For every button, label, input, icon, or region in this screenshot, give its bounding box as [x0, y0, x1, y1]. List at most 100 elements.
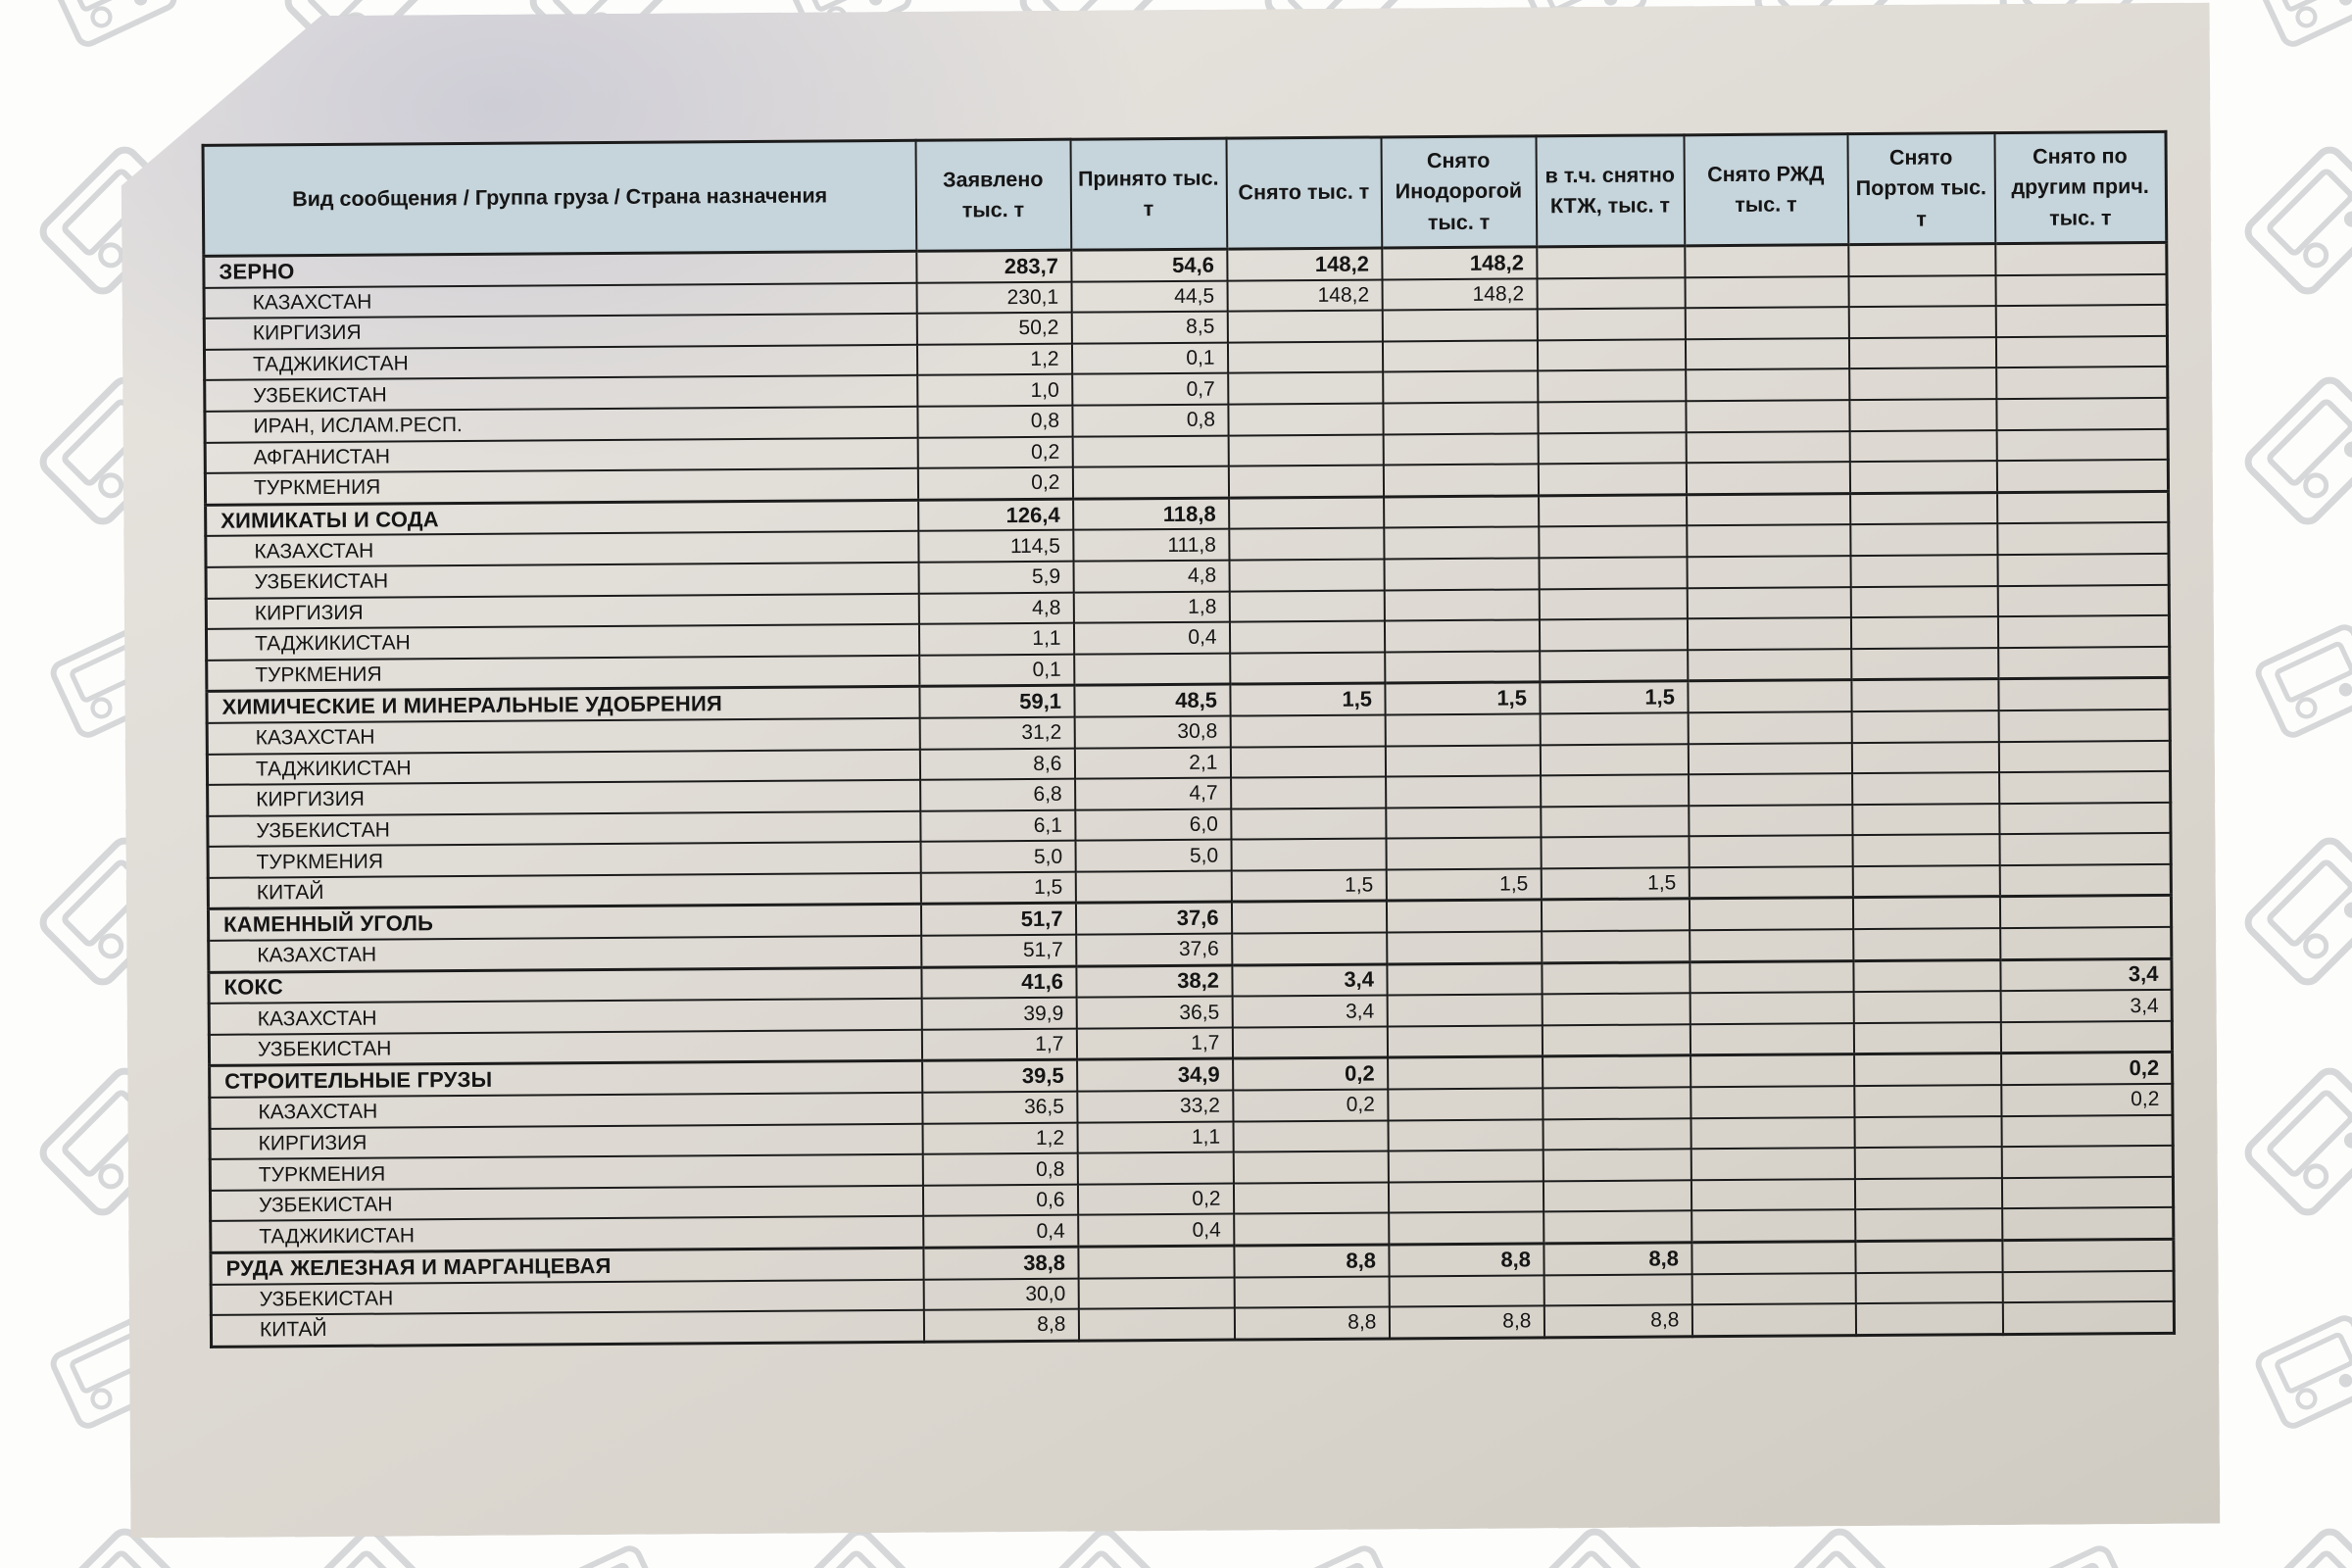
train-car-icon [1271, 1541, 1406, 1568]
value-cell [2002, 1239, 2174, 1271]
value-cell: 6,0 [1075, 808, 1231, 841]
value-cell [1685, 276, 1848, 309]
value-cell [1685, 338, 1848, 370]
value-cell [2001, 1177, 2173, 1209]
value-cell [1382, 310, 1537, 342]
value-cell: 1,2 [922, 1122, 1077, 1154]
cargo-group-label: КАМЕННЫЙ УГОЛЬ [208, 905, 920, 941]
value-cell: 118,8 [1073, 498, 1229, 530]
value-cell [1384, 558, 1539, 590]
country-label: КАЗАХСТАН [206, 531, 918, 567]
value-cell [1995, 242, 2167, 274]
value-cell: 36,5 [1076, 997, 1232, 1029]
cargo-group-label: КОКС [209, 967, 921, 1004]
country-label: КИТАЙ [211, 1310, 923, 1347]
value-cell [1232, 1026, 1387, 1058]
value-cell [1855, 1208, 2002, 1241]
value-cell: 0,8 [922, 1153, 1077, 1186]
value-cell: 8,8 [1234, 1307, 1389, 1340]
value-cell [1230, 746, 1385, 778]
value-cell: 3,4 [2000, 990, 2172, 1022]
value-cell [1688, 743, 1851, 775]
value-cell [1078, 1246, 1234, 1278]
value-cell [1228, 372, 1383, 405]
value-cell: 4,8 [918, 592, 1073, 624]
value-cell [1686, 462, 1849, 494]
value-cell: 34,9 [1077, 1059, 1233, 1092]
value-cell [1541, 837, 1689, 869]
value-cell [1691, 1303, 1855, 1336]
cargo-group-label: ХИМИЧЕСКИЕ И МИНЕРАЛЬНЫЕ УДОБРЕНИЯ [207, 687, 919, 723]
value-cell [1541, 899, 1689, 931]
value-cell [1996, 367, 2168, 399]
value-cell: 1,5 [1385, 682, 1540, 714]
cargo-group-label: РУДА ЖЕЛЕЗНАЯ И МАРГАНЦЕВАЯ [211, 1248, 923, 1284]
value-cell: 126,4 [918, 499, 1073, 531]
value-cell [1542, 961, 1690, 994]
value-cell [2002, 1301, 2174, 1334]
value-cell [1848, 306, 1995, 338]
value-cell [1228, 434, 1383, 466]
value-cell [1540, 650, 1688, 682]
value-cell: 1,2 [916, 343, 1071, 375]
cargo-group-label: СТРОИТЕЛЬНЫЕ ГРУЗЫ [210, 1061, 922, 1098]
value-cell [1851, 742, 1998, 774]
train-car-icon [2237, 830, 2352, 993]
value-cell: 8,6 [919, 748, 1074, 780]
value-cell: 0,4 [923, 1215, 1078, 1248]
value-cell: 1,5 [1231, 869, 1386, 902]
value-cell [2002, 1270, 2174, 1302]
value-cell [1995, 305, 2167, 337]
value-cell: 59,1 [919, 685, 1074, 717]
value-cell [1996, 460, 2168, 492]
value-cell [1072, 466, 1228, 499]
value-cell: 8,8 [1544, 1304, 1691, 1337]
value-cell [1687, 493, 1850, 525]
value-cell [1228, 466, 1383, 498]
value-cell [1850, 523, 1997, 556]
value-cell [2001, 1114, 2173, 1147]
train-car-icon [2237, 1521, 2352, 1568]
train-car-icon [2237, 139, 2352, 302]
value-cell [1690, 1086, 1854, 1118]
value-cell [1849, 399, 1996, 431]
country-label: ТУРКМЕНИЯ [208, 842, 920, 878]
value-cell [1998, 710, 2170, 742]
value-cell: 5,0 [1075, 840, 1231, 872]
value-cell [1854, 1178, 2001, 1210]
value-cell [1541, 806, 1689, 838]
value-cell: 148,2 [1227, 248, 1382, 280]
table-body: ЗЕРНО 283,7 54,6 148,2 148,2 КАЗАХСТАН 230,1 44… [204, 242, 2175, 1347]
value-cell [1691, 1273, 1855, 1305]
country-label: ТУРКМЕНИЯ [210, 1154, 922, 1191]
value-cell [1848, 275, 1995, 308]
value-cell [1234, 1276, 1389, 1308]
value-cell [1384, 619, 1539, 652]
value-cell [1232, 933, 1387, 965]
country-label: ИРАН, ИСЛАМ.РЕСП. [205, 407, 917, 443]
value-cell [1230, 714, 1385, 747]
value-cell [1537, 246, 1685, 278]
value-cell [1229, 528, 1384, 561]
value-cell [1233, 1182, 1388, 1214]
value-cell [1999, 833, 2171, 865]
value-cell [1685, 307, 1848, 339]
value-cell [1687, 556, 1850, 588]
value-cell [1689, 805, 1852, 837]
value-cell: 33,2 [1077, 1091, 1233, 1123]
value-cell: 0,2 [917, 436, 1072, 468]
value-cell [1999, 771, 2171, 804]
value-cell [1537, 339, 1685, 371]
country-label: КИРГИЗИЯ [206, 593, 918, 629]
value-cell: 36,5 [922, 1092, 1077, 1124]
value-cell: 5,9 [918, 562, 1073, 594]
value-cell [1227, 311, 1382, 343]
value-cell [1997, 584, 2169, 616]
value-cell [1539, 495, 1687, 527]
value-cell: 41,6 [921, 966, 1076, 999]
value-cell [1078, 1277, 1234, 1309]
train-car-icon [46, 0, 181, 52]
value-cell [1234, 1213, 1389, 1246]
country-label: КАЗАХСТАН [209, 999, 921, 1035]
value-cell [1382, 340, 1537, 372]
